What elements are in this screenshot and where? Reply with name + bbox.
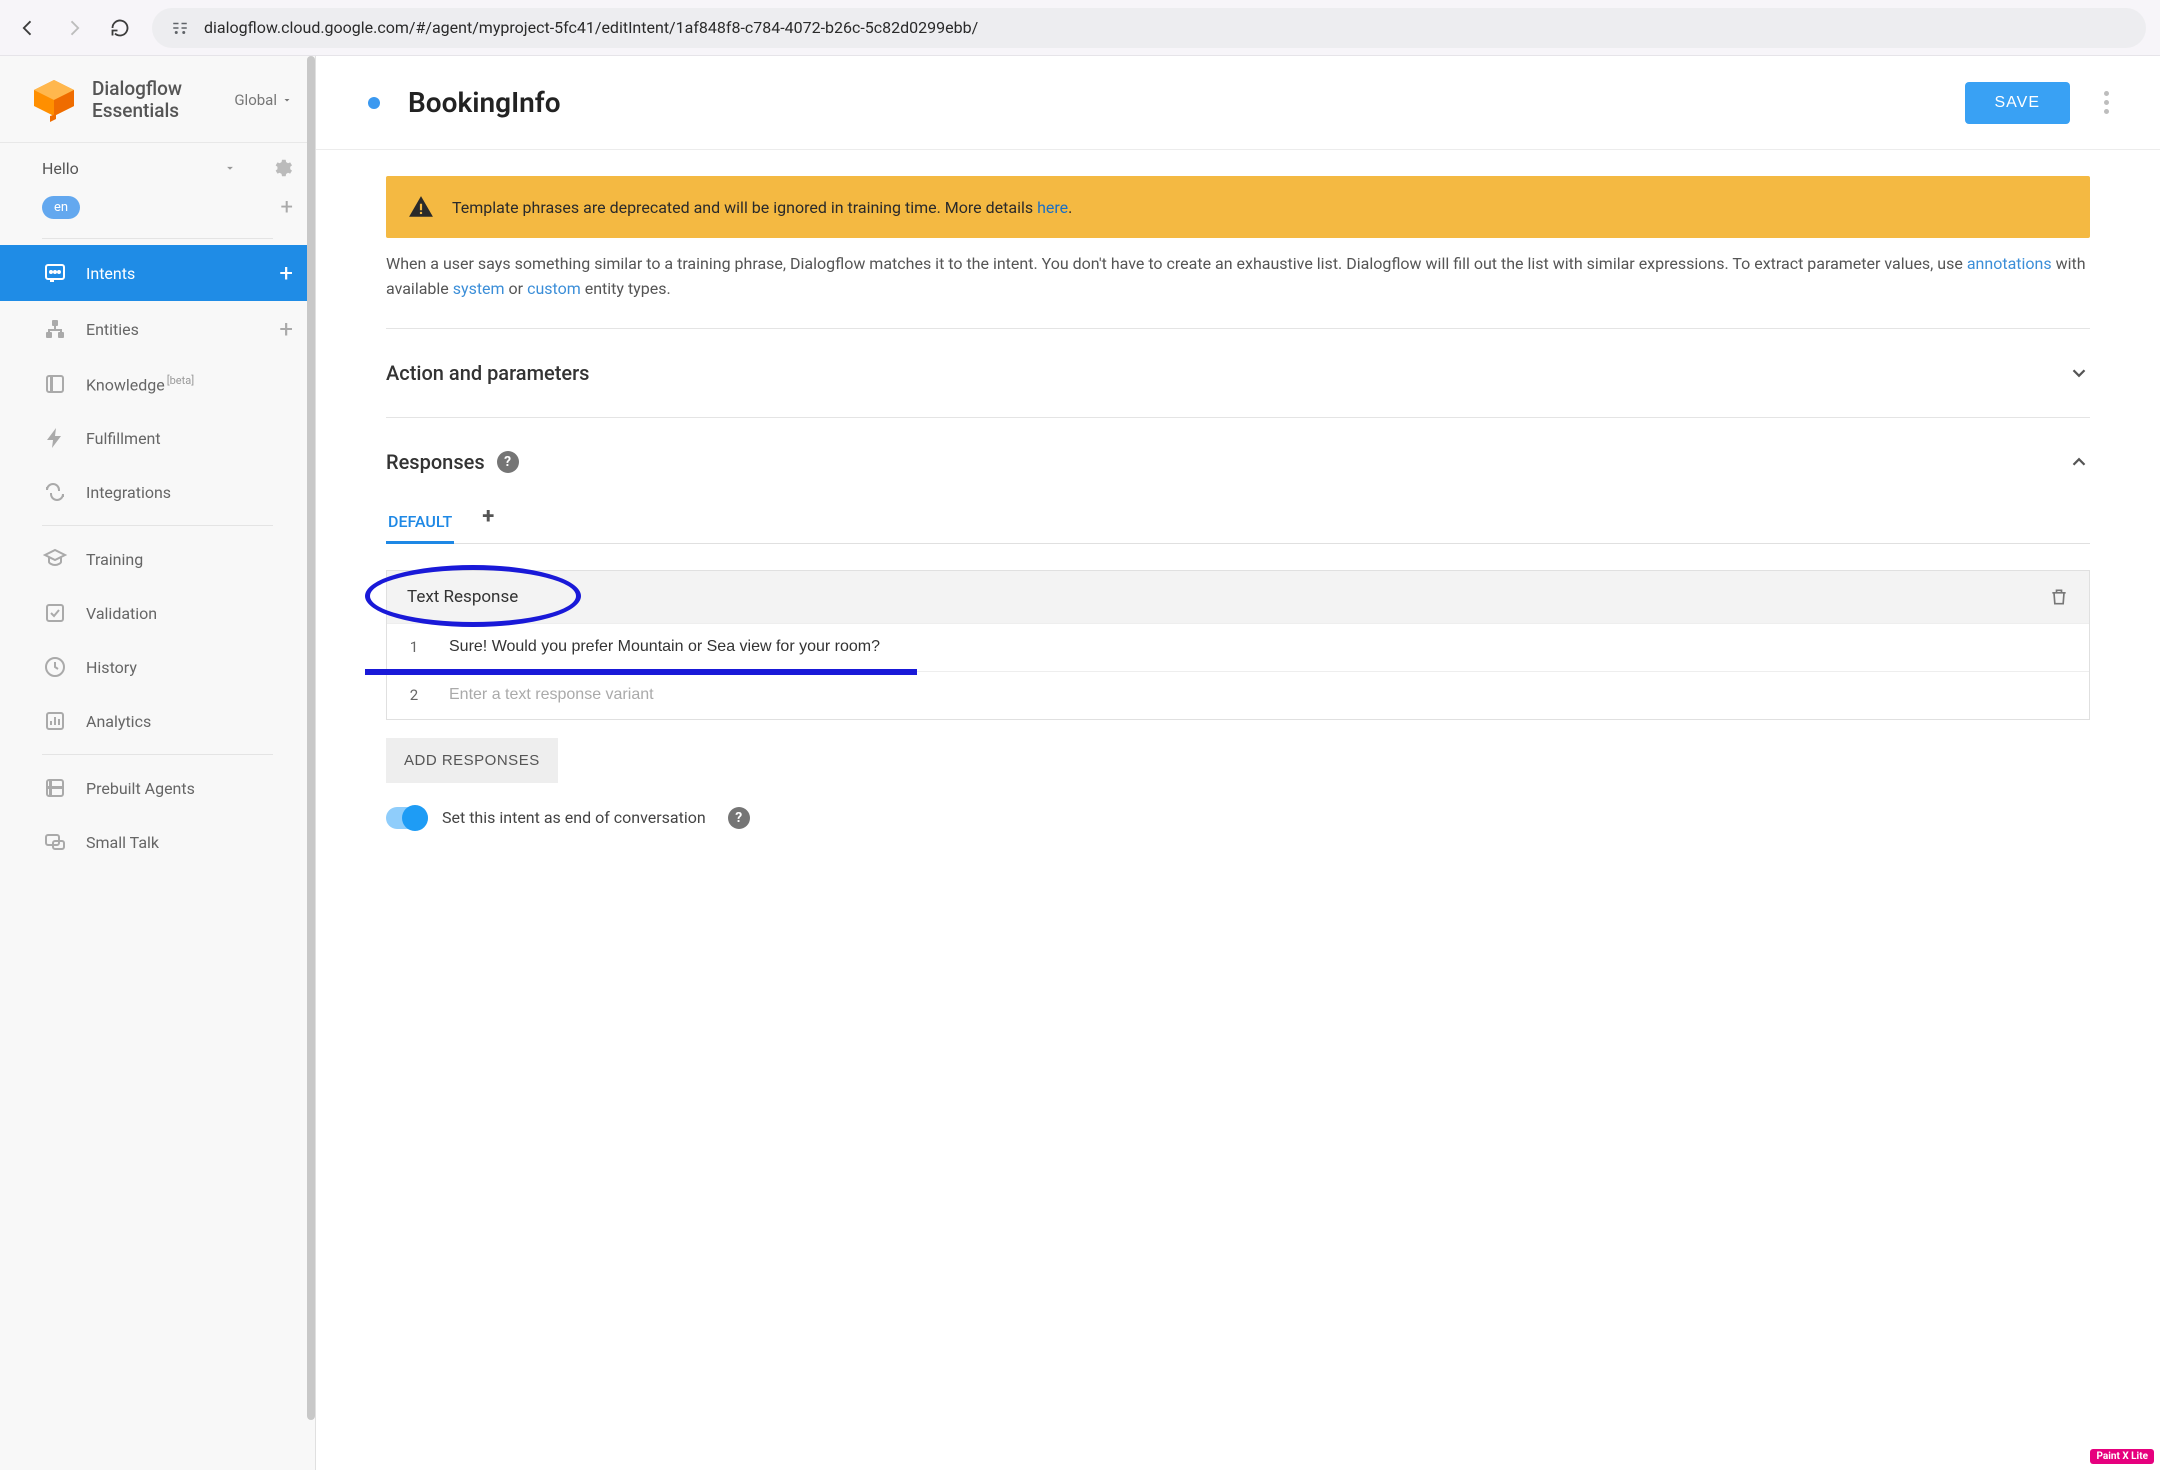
smalltalk-icon <box>42 829 68 855</box>
entities-icon <box>42 316 68 342</box>
end-conversation-toggle[interactable] <box>386 807 428 829</box>
tab-default[interactable]: DEFAULT <box>386 500 454 543</box>
section-responses[interactable]: Responses ? <box>386 432 2090 492</box>
fulfillment-icon <box>42 425 68 451</box>
chevron-up-icon <box>2068 451 2090 473</box>
forward-button[interactable] <box>60 14 88 42</box>
address-bar[interactable]: dialogflow.cloud.google.com/#/agent/mypr… <box>152 8 2146 48</box>
prebuilt-icon <box>42 775 68 801</box>
more-menu-button[interactable] <box>2092 91 2120 114</box>
sidebar-item-training[interactable]: Training <box>0 532 315 586</box>
section-action-parameters[interactable]: Action and parameters <box>386 343 2090 403</box>
sidebar-item-prebuilt[interactable]: Prebuilt Agents <box>0 761 315 815</box>
training-icon <box>42 546 68 572</box>
text-response-header: Text Response <box>387 571 2089 623</box>
sidebar-item-entities[interactable]: Entities + <box>0 301 315 357</box>
unsaved-indicator <box>368 97 380 109</box>
product-name: Dialogflow Essentials <box>92 78 182 122</box>
sidebar-item-knowledge[interactable]: Knowledge[beta] <box>0 357 315 411</box>
sidebar-item-validation[interactable]: Validation <box>0 586 315 640</box>
custom-link[interactable]: custom <box>527 279 581 298</box>
content-area: Template phrases are deprecated and will… <box>316 150 2160 1470</box>
agent-selector[interactable]: Hello <box>0 143 315 187</box>
main-panel: BookingInfo SAVE Template phrases are de… <box>316 56 2160 1470</box>
sidebar-item-intents[interactable]: Intents + <box>0 245 315 301</box>
watermark: Paint X Lite <box>2090 1449 2154 1464</box>
reload-button[interactable] <box>106 14 134 42</box>
add-language-button[interactable]: + <box>281 195 293 220</box>
help-icon[interactable]: ? <box>728 807 750 829</box>
knowledge-icon <box>42 371 68 397</box>
sidebar-scrollbar[interactable] <box>307 56 315 1420</box>
add-responses-button[interactable]: ADD RESPONSES <box>386 738 558 783</box>
response-row-1: 1 <box>387 623 2089 671</box>
add-intent-button[interactable]: + <box>279 259 293 287</box>
text-response-card: Text Response 1 2 <box>386 570 2090 720</box>
response-input-1[interactable] <box>441 626 2089 668</box>
add-tab-button[interactable]: + <box>482 504 494 539</box>
sidebar-item-integrations[interactable]: Integrations <box>0 465 315 519</box>
url-text: dialogflow.cloud.google.com/#/agent/mypr… <box>204 18 978 37</box>
logo-row: Dialogflow Essentials Global <box>0 56 315 143</box>
warning-icon <box>408 194 434 220</box>
warning-banner: Template phrases are deprecated and will… <box>386 176 2090 238</box>
warning-details-link[interactable]: here <box>1037 198 1068 217</box>
sidebar-item-analytics[interactable]: Analytics <box>0 694 315 748</box>
dialogflow-logo-icon <box>30 76 78 124</box>
page-title: BookingInfo <box>408 86 1965 119</box>
chevron-down-icon <box>223 161 237 175</box>
help-icon[interactable]: ? <box>497 451 519 473</box>
system-link[interactable]: system <box>453 279 505 298</box>
language-row: en + <box>0 187 315 232</box>
validation-icon <box>42 600 68 626</box>
response-tabs: DEFAULT + <box>386 500 2090 544</box>
gear-icon[interactable] <box>271 157 293 179</box>
response-row-2: 2 <box>387 671 2089 719</box>
end-conversation-row: Set this intent as end of conversation ? <box>386 807 2090 829</box>
training-phrases-description: When a user says something similar to a … <box>386 252 2090 302</box>
analytics-icon <box>42 708 68 734</box>
language-pill[interactable]: en <box>42 196 80 219</box>
integrations-icon <box>42 479 68 505</box>
page-header: BookingInfo SAVE <box>316 56 2160 150</box>
intents-icon <box>42 260 68 286</box>
save-button[interactable]: SAVE <box>1965 82 2071 124</box>
sidebar-item-history[interactable]: History <box>0 640 315 694</box>
back-button[interactable] <box>14 14 42 42</box>
browser-toolbar: dialogflow.cloud.google.com/#/agent/mypr… <box>0 0 2160 56</box>
sidebar-item-fulfillment[interactable]: Fulfillment <box>0 411 315 465</box>
site-settings-icon[interactable] <box>170 18 190 38</box>
add-entity-button[interactable]: + <box>279 315 293 343</box>
sidebar: Dialogflow Essentials Global Hello en + <box>0 56 316 1470</box>
chevron-down-icon <box>2068 362 2090 384</box>
history-icon <box>42 654 68 680</box>
region-selector[interactable]: Global <box>234 91 293 109</box>
annotations-link[interactable]: annotations <box>1967 254 2052 273</box>
delete-response-button[interactable] <box>2049 587 2069 607</box>
response-input-2[interactable] <box>441 674 2089 716</box>
sidebar-item-smalltalk[interactable]: Small Talk <box>0 815 315 869</box>
